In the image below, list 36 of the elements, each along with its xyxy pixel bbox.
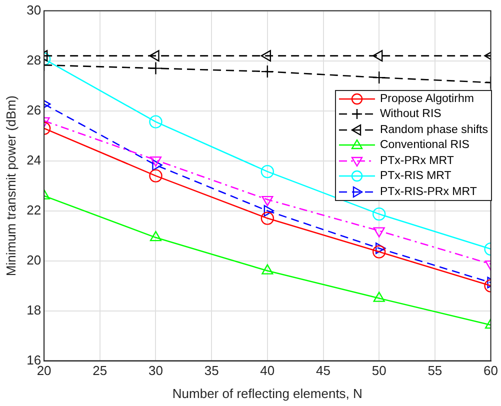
x-tick-label: 50 [372, 363, 386, 378]
x-tick-label: 45 [316, 363, 330, 378]
y-axis-title: Minimum transmit power (dBm) [3, 96, 18, 276]
x-tick-label: 25 [92, 363, 108, 378]
x-tick-label: 35 [204, 363, 219, 378]
legend-label: Random phase shifts [380, 124, 488, 136]
y-tick-label: 22 [26, 202, 42, 218]
point [372, 245, 386, 258]
y-tick-label: 24 [26, 152, 42, 168]
point [260, 212, 274, 225]
x-axis-title: Number of reflecting elements, N [172, 386, 362, 401]
y-tick-label: 20 [26, 252, 42, 268]
point [372, 50, 383, 62]
legend-label: PTx-RIS MRT [380, 170, 452, 182]
legend-label: PTx-PRx MRT [380, 154, 454, 167]
legend-label: Conventional RIS [380, 139, 470, 152]
point [372, 70, 386, 84]
x-tick-label: 40 [260, 363, 275, 378]
x-tick-label: 60 [484, 363, 498, 378]
legend-label: Propose Algotirhm [380, 92, 474, 105]
x-tick-label: 55 [428, 363, 442, 378]
y-tick-label: 30 [26, 2, 42, 18]
point [372, 207, 386, 221]
point [260, 164, 274, 178]
y-tick-label: 16 [26, 352, 42, 368]
legend-label: Without RIS [380, 108, 442, 120]
point [152, 159, 162, 171]
point [260, 64, 274, 78]
x-tick-label: 30 [148, 363, 163, 378]
y-tick-label: 28 [26, 52, 42, 68]
point [262, 264, 274, 274]
point [373, 292, 385, 302]
point [264, 205, 274, 217]
legend-label: PTx-RIS-PRx MRT [380, 186, 477, 198]
y-tick-label: 18 [26, 302, 42, 318]
y-tick-label: 26 [26, 102, 42, 118]
